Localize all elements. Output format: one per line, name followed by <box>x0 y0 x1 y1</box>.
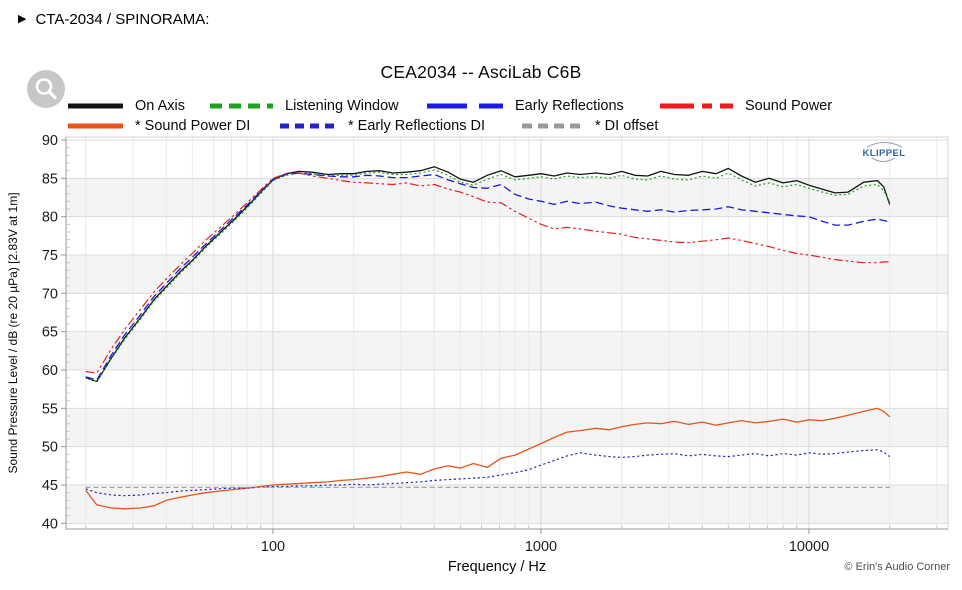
plot-band <box>66 254 948 294</box>
y-tick-label: 75 <box>42 248 58 264</box>
x-axis-title: Frequency / Hz <box>448 559 546 575</box>
curve-early-reflections <box>85 172 890 381</box>
legend-item-listening-window[interactable]: Listening Window <box>210 96 399 116</box>
legend-row-1: On Axis Listening Window Early Reflections… <box>0 96 962 116</box>
plot-band <box>66 484 948 524</box>
legend-item-di-offset[interactable]: * DI offset <box>522 116 658 136</box>
chart-title: CEA2034 -- AsciLab C6B <box>380 62 582 82</box>
y-tick-label: 55 <box>42 401 58 417</box>
y-tick-label: 50 <box>42 440 58 456</box>
expand-triangle-icon: ▶ <box>18 13 27 25</box>
y-tick-label: 70 <box>42 286 58 302</box>
legend-swatch <box>427 103 503 109</box>
legend-item-sound-power[interactable]: Sound Power <box>660 96 832 116</box>
legend-label: On Axis <box>135 98 185 114</box>
legend-label: Early Reflections <box>515 98 624 114</box>
curve-sound-power <box>85 172 890 374</box>
x-tick-label: 1000 <box>525 539 557 555</box>
legend-label: * Early Reflections DI <box>348 118 485 134</box>
legend-swatch <box>210 103 273 109</box>
klippel-logo: KLIPPEL <box>858 139 910 165</box>
magnifier-icon <box>35 78 57 100</box>
legend-label: Sound Power <box>745 98 833 114</box>
plot-band <box>66 408 948 447</box>
y-tick-label: 65 <box>42 325 58 341</box>
legend-label: Listening Window <box>285 98 399 114</box>
section-header[interactable]: ▶ CTA-2034 / SPINORAMA: <box>18 11 209 28</box>
x-tick-label: 10000 <box>789 539 829 555</box>
legend-item-on-axis[interactable]: On Axis <box>68 96 185 116</box>
plot-band <box>66 331 948 370</box>
curve-sound-power-di <box>85 407 891 510</box>
curve-early-reflections-di <box>85 449 891 497</box>
y-tick-label: 45 <box>42 478 58 494</box>
y-tick-label: 60 <box>42 363 58 379</box>
legend-swatch <box>68 123 123 129</box>
copyright-text: © Erin's Audio Corner <box>844 561 950 573</box>
legend-label: * Sound Power DI <box>135 118 251 134</box>
y-tick-label: 80 <box>42 210 58 226</box>
zoom-reset-button[interactable] <box>27 70 65 108</box>
legend-item-sound-power-di[interactable]: * Sound Power DI <box>68 116 250 136</box>
legend-swatch <box>68 103 123 109</box>
legend-swatch <box>280 123 336 129</box>
y-tick-label: 40 <box>42 516 58 532</box>
klippel-text: KLIPPEL <box>863 148 906 159</box>
legend-label: * DI offset <box>595 118 659 134</box>
y-tick-label: 90 <box>42 133 58 149</box>
legend-item-early-reflections-di[interactable]: * Early Reflections DI <box>280 116 485 136</box>
legend-swatch <box>522 123 583 129</box>
y-tick-label: 85 <box>42 171 58 187</box>
y-axis-title: Sound Pressure Level / dB (re 20 µPa) [2… <box>6 192 20 473</box>
legend-swatch <box>660 103 733 109</box>
curve-on-axis <box>85 166 891 383</box>
plot-band <box>66 178 948 217</box>
x-tick-label: 100 <box>261 539 285 555</box>
section-header-label: CTA-2034 / SPINORAMA: <box>35 11 210 28</box>
legend-row-2: * Sound Power DI * Early Reflections DI * … <box>0 116 962 136</box>
legend-item-early-reflections[interactable]: Early Reflections <box>427 96 624 116</box>
